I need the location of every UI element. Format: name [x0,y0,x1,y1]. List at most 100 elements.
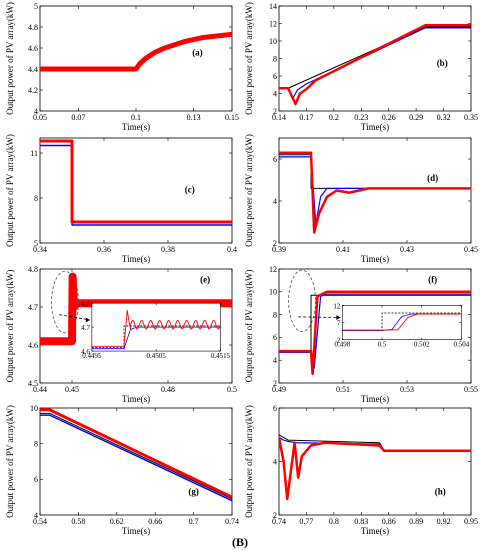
panel-f-zoom-arrow [298,316,341,318]
panel-f-inset-x-tick-label: 0.502 [414,341,430,349]
panel-f-x-tick-label: 0.55 [464,385,478,394]
panel-f-y-tick-label: 10 [269,288,277,297]
panel-a-x-tick-label: 0.15 [225,113,239,122]
panel-e: 0.44 0.45 0.48 0.5 4.5 4.6 4.7 4.8 (e) Time(s) Out… [5,265,237,404]
figure-caption: (B) [232,535,248,549]
panel-e-inset-series-line-0 [91,325,221,348]
panel-c-label: (c) [185,185,195,195]
panel-h-x-tick-label: 0.95 [464,517,478,526]
panel-b-y-tick-label: 12 [269,19,277,28]
panel-d: 0.39 0.41 0.43 0.45 2 4 6 (d) Time(s) Output powe… [244,134,478,264]
panel-h-x-tick-label: 0.8 [329,517,339,526]
panel-f-y-tick-label: 12 [269,265,277,274]
panel-f-y-tick-label: 6 [273,333,277,342]
panel-h-y-tick-label: 4 [273,457,277,466]
panel-e-y-tick-label: 4.8 [28,265,38,274]
panel-a-y-tick-label: 5 [34,2,38,11]
panel-h-x-tick-label: 0.89 [409,517,423,526]
panel-h-label: (h) [435,487,446,497]
panel-b-y-tick-label: 8 [273,54,277,63]
panel-d-x-tick-label: 0.39 [272,245,286,254]
panel-e-label: (e) [200,275,210,285]
panel-e-inset-x-tick-label: 0.4505 [147,352,167,360]
panel-g-series-line-0 [40,412,232,500]
panel-e-x-tick-label: 0.5 [227,385,237,394]
panel-b-x-tick-label: 0.23 [354,113,368,122]
panel-f: 0.49 0.51 0.53 0.55 2 4 6 8 10 12 (f) Time(s) Output… [244,265,478,404]
panel-h-x-tick-label: 0.86 [382,517,396,526]
panel-f-x-tick-label: 0.53 [400,385,414,394]
panel-g-y-tick-label: 10 [30,404,38,413]
panel-f-inset-series-line-2 [342,313,462,331]
panel-a-y-tick-label: 4.6 [28,44,38,53]
panel-h-y-axis-label: Output power of PV array(kW) [244,405,254,518]
panel-g-x-tick-label: 0.66 [148,517,162,526]
panel-a-y-tick-label: 4.2 [28,86,38,95]
panel-f-y-tick-label: 4 [273,356,277,365]
panel-h-y-tick-label: 6 [273,404,277,413]
panel-g-label: (g) [188,487,199,497]
panel-e-zoom-arrow [59,314,90,321]
panel-h-x-tick-label: 0.74 [272,517,286,526]
panel-b-series-line-2 [279,24,471,106]
panel-b-y-tick-label: 4 [273,89,277,98]
panel-c-x-tick-label: 0.36 [97,245,111,254]
panel-d-x-tick-label: 0.45 [464,245,478,254]
panel-g-x-tick-label: 0.74 [225,517,239,526]
panel-f-inset-x-tick-label: 0.498 [334,341,350,349]
panel-e-y-tick-label: 4.7 [28,303,38,312]
panel-c-plot-frame [39,137,233,244]
panel-d-y-axis-label: Output power of PV array(kW) [244,134,254,247]
panel-h-series-line-2 [279,437,471,501]
panel-a-x-tick-label: 0.13 [187,113,201,122]
panel-e-x-axis-label: Time(s) [122,394,150,404]
panel-f-series-line-2 [279,290,471,376]
panel-f-inset-y-tick-label: 2 [337,336,341,344]
panel-b-y-tick-label: 14 [269,2,277,11]
panel-g-series-line-1 [40,414,232,502]
panel-d-y-tick-label: 2 [273,239,277,248]
panel-h-x-axis-label: Time(s) [361,526,389,536]
panel-e-y-tick-label: 4.6 [28,341,38,350]
panel-b-x-tick-label: 0.14 [272,113,286,122]
panel-h-y-tick-label: 2 [273,511,277,520]
panel-d-y-tick-label: 6 [273,155,277,164]
panel-g-y-tick-label: 8 [34,439,38,448]
panel-b-x-tick-label: 0.35 [464,113,478,122]
panel-e-x-tick-label: 0.44 [33,385,47,394]
panel-b-y-axis-label: Output power of PV array(kW) [244,2,254,115]
panel-e-y-tick-label: 4.5 [28,379,38,388]
panel-g-y-tick-label: 6 [34,475,38,484]
panel-e-zoom-arrowhead [85,317,90,323]
panel-c-x-axis-label: Time(s) [122,254,150,264]
panel-h-x-tick-label: 0.77 [299,517,313,526]
panel-h-x-tick-label: 0.92 [437,517,451,526]
panel-a: 0.05 0.07 0.1 0.13 0.15 4 4.2 4.4 4.6 4.8 5 (a) Time… [5,2,239,132]
panel-e-inset-x-tick-label: 0.4515 [211,352,231,360]
panel-h-x-tick-label: 0.83 [354,517,368,526]
panel-f-y-tick-label: 8 [273,310,277,319]
panel-g-x-tick-label: 0.7 [189,517,199,526]
panel-f-x-tick-label: 0.49 [272,385,286,394]
panel-b-x-tick-label: 0.17 [299,113,313,122]
panel-g-x-tick-label: 0.62 [110,517,124,526]
panel-c-y-tick-label: 11 [30,149,38,158]
panel-f-x-axis-label: Time(s) [361,394,389,404]
panel-d-series-line-2 [279,151,471,234]
panel-b-x-tick-label: 0.32 [437,113,451,122]
panel-g-series-line-2 [40,408,232,499]
panel-a-x-tick-label: 0.07 [71,113,85,122]
panel-d-series-line-1 [279,156,471,225]
panel-b-x-tick-label: 0.29 [409,113,423,122]
panel-a-series-line-0 [40,31,232,72]
panel-e-inset-y-tick-label: 4.8 [81,300,90,308]
panel-d-label: (d) [427,173,438,183]
panel-d-y-tick-label: 4 [273,197,277,206]
panel-b-x-tick-label: 0.26 [382,113,396,122]
panel-b-x-axis-label: Time(s) [361,122,389,132]
panel-h-plot-frame [278,407,472,516]
panel-f-inset-y-tick-label: 12 [333,302,341,310]
panel-e-x-tick-label: 0.45 [65,385,79,394]
panel-f-inset-y-tick-label: 7 [337,319,341,327]
